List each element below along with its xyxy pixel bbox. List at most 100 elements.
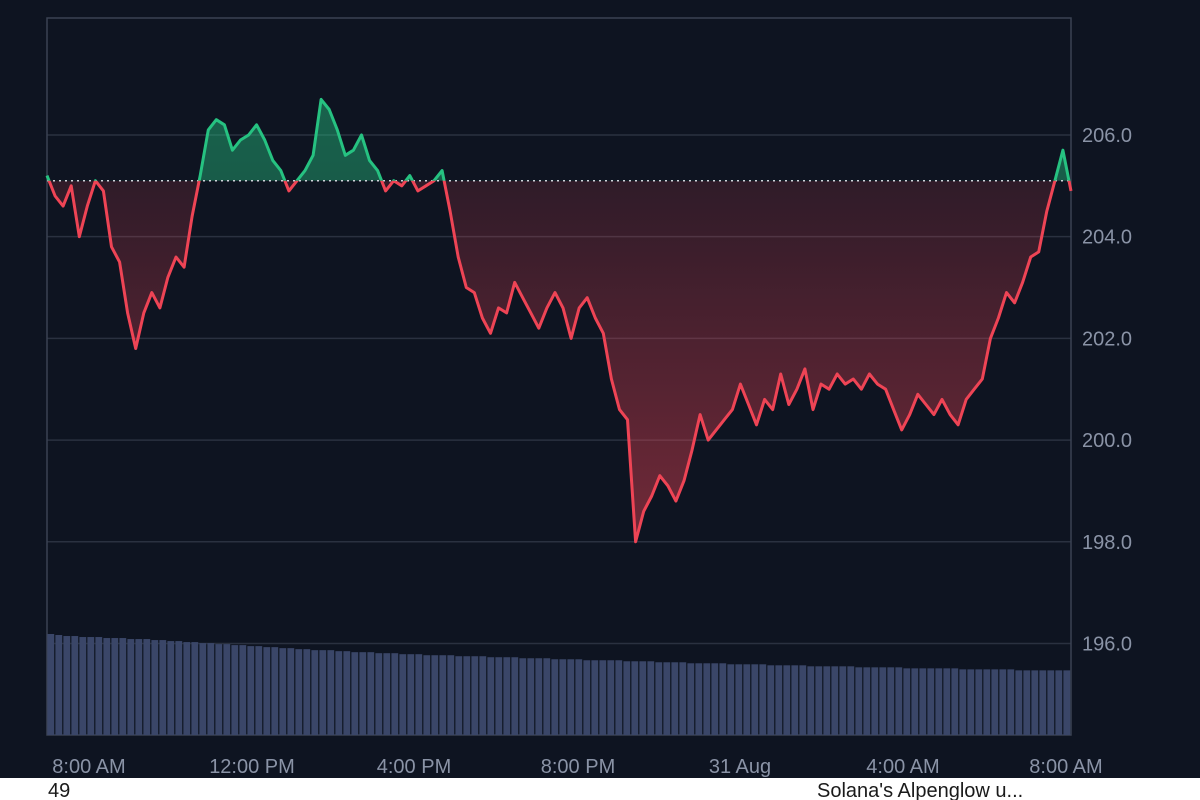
volume-bar-76	[655, 662, 663, 735]
volume-bar-70	[607, 660, 615, 735]
volume-bar-23	[231, 645, 239, 735]
volume-bar-8	[111, 638, 119, 735]
x-tick-label: 4:00 PM	[377, 756, 451, 778]
volume-bar-62	[543, 658, 551, 735]
x-tick-label: 31 Aug	[709, 756, 771, 778]
area-above-baseline	[47, 99, 1071, 181]
volume-bar-20	[207, 643, 215, 735]
volume-bar-35	[327, 650, 335, 735]
volume-bar-53	[471, 656, 479, 735]
volume-bar-34	[319, 650, 327, 735]
volume-bar-125	[1047, 670, 1055, 735]
volume-bar-66	[575, 659, 583, 735]
x-tick-label: 8:00 AM	[52, 756, 125, 778]
volume-bar-95	[807, 666, 815, 735]
volume-bar-84	[719, 663, 727, 735]
volume-bar-106	[895, 667, 903, 735]
volume-bar-14	[159, 640, 167, 735]
volume-bar-99	[839, 666, 847, 735]
volume-bars	[47, 634, 1071, 735]
volume-bar-88	[751, 664, 759, 735]
volume-bar-6	[95, 637, 103, 735]
x-tick-label: 12:00 PM	[209, 756, 295, 778]
volume-bar-30	[287, 648, 295, 735]
volume-bar-40	[367, 652, 375, 735]
volume-bar-33	[311, 650, 319, 735]
volume-bar-103	[871, 667, 879, 735]
volume-bar-108	[911, 668, 919, 735]
x-tick-label: 8:00 PM	[541, 756, 615, 778]
volume-bar-28	[271, 647, 279, 735]
volume-bar-29	[279, 648, 287, 735]
volume-bar-7	[103, 638, 111, 735]
volume-bar-83	[711, 663, 719, 735]
volume-bar-118	[991, 669, 999, 735]
volume-bar-111	[935, 668, 943, 735]
volume-bar-115	[967, 669, 975, 735]
volume-bar-67	[583, 660, 591, 735]
volume-bar-72	[623, 661, 631, 735]
volume-bar-18	[191, 642, 199, 735]
bottom-strip-news-link[interactable]: Solana's Alpenglow u...	[817, 780, 1024, 800]
volume-bar-90	[767, 665, 775, 735]
volume-bar-68	[591, 660, 599, 735]
volume-bar-49	[439, 655, 447, 735]
volume-bar-71	[615, 660, 623, 735]
volume-bar-122	[1023, 670, 1031, 735]
bottom-strip-left-text: 49	[48, 780, 71, 800]
volume-bar-11	[135, 639, 143, 735]
volume-bar-126	[1055, 670, 1063, 735]
volume-bar-127	[1063, 670, 1071, 735]
volume-bar-27	[263, 647, 271, 735]
volume-bar-31	[295, 649, 303, 735]
volume-bar-78	[671, 662, 679, 735]
volume-bar-42	[383, 653, 391, 735]
volume-bar-77	[663, 662, 671, 735]
volume-bar-85	[727, 664, 735, 735]
volume-bar-46	[415, 654, 423, 735]
volume-bar-41	[375, 653, 383, 735]
volume-bar-65	[567, 659, 575, 735]
volume-bar-45	[407, 654, 415, 735]
volume-bar-114	[959, 669, 967, 735]
volume-bar-58	[511, 657, 519, 735]
volume-bar-61	[535, 658, 543, 735]
volume-bar-10	[127, 639, 135, 735]
volume-bar-1	[55, 635, 63, 735]
volume-bar-98	[831, 666, 839, 735]
volume-bar-0	[47, 634, 55, 735]
y-tick-label: 198.0	[1082, 532, 1132, 554]
price-line-down	[47, 180, 1073, 544]
volume-bar-5	[87, 637, 95, 735]
volume-bar-50	[447, 655, 455, 735]
volume-bar-117	[983, 669, 991, 735]
volume-bar-101	[855, 667, 863, 735]
volume-bar-38	[351, 652, 359, 735]
volume-bar-86	[735, 664, 743, 735]
volume-bar-97	[823, 666, 831, 735]
volume-bar-109	[919, 668, 927, 735]
y-tick-label: 206.0	[1082, 125, 1132, 147]
volume-bar-100	[847, 666, 855, 735]
volume-bar-47	[423, 655, 431, 735]
price-area	[47, 99, 1071, 542]
volume-bar-121	[1015, 670, 1023, 735]
volume-bar-82	[703, 663, 711, 735]
y-tick-label: 200.0	[1082, 430, 1132, 452]
volume-bar-12	[143, 639, 151, 735]
volume-bar-24	[239, 645, 247, 735]
y-tick-label: 204.0	[1082, 227, 1132, 249]
volume-bar-96	[815, 666, 823, 735]
volume-bar-104	[879, 667, 887, 735]
volume-bar-59	[519, 658, 527, 735]
volume-bar-3	[71, 636, 79, 735]
volume-bar-64	[559, 659, 567, 735]
volume-bar-94	[799, 665, 807, 735]
volume-bar-25	[247, 646, 255, 735]
volume-bar-120	[1007, 669, 1015, 735]
volume-bar-43	[391, 653, 399, 735]
volume-bar-73	[631, 661, 639, 735]
volume-bar-102	[863, 667, 871, 735]
